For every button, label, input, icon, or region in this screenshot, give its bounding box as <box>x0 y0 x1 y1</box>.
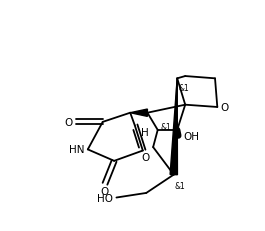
Text: HO: HO <box>97 193 113 203</box>
Text: O: O <box>65 117 73 127</box>
Text: &1: &1 <box>178 84 189 92</box>
Polygon shape <box>130 109 147 117</box>
Text: &1: &1 <box>160 122 171 131</box>
Polygon shape <box>170 79 178 175</box>
Text: &1: &1 <box>175 182 186 191</box>
Text: O: O <box>221 103 229 112</box>
Text: O: O <box>142 152 150 162</box>
Text: H: H <box>141 128 149 138</box>
Text: O: O <box>101 186 109 196</box>
Text: OH: OH <box>183 131 199 141</box>
Text: HN: HN <box>69 145 84 155</box>
